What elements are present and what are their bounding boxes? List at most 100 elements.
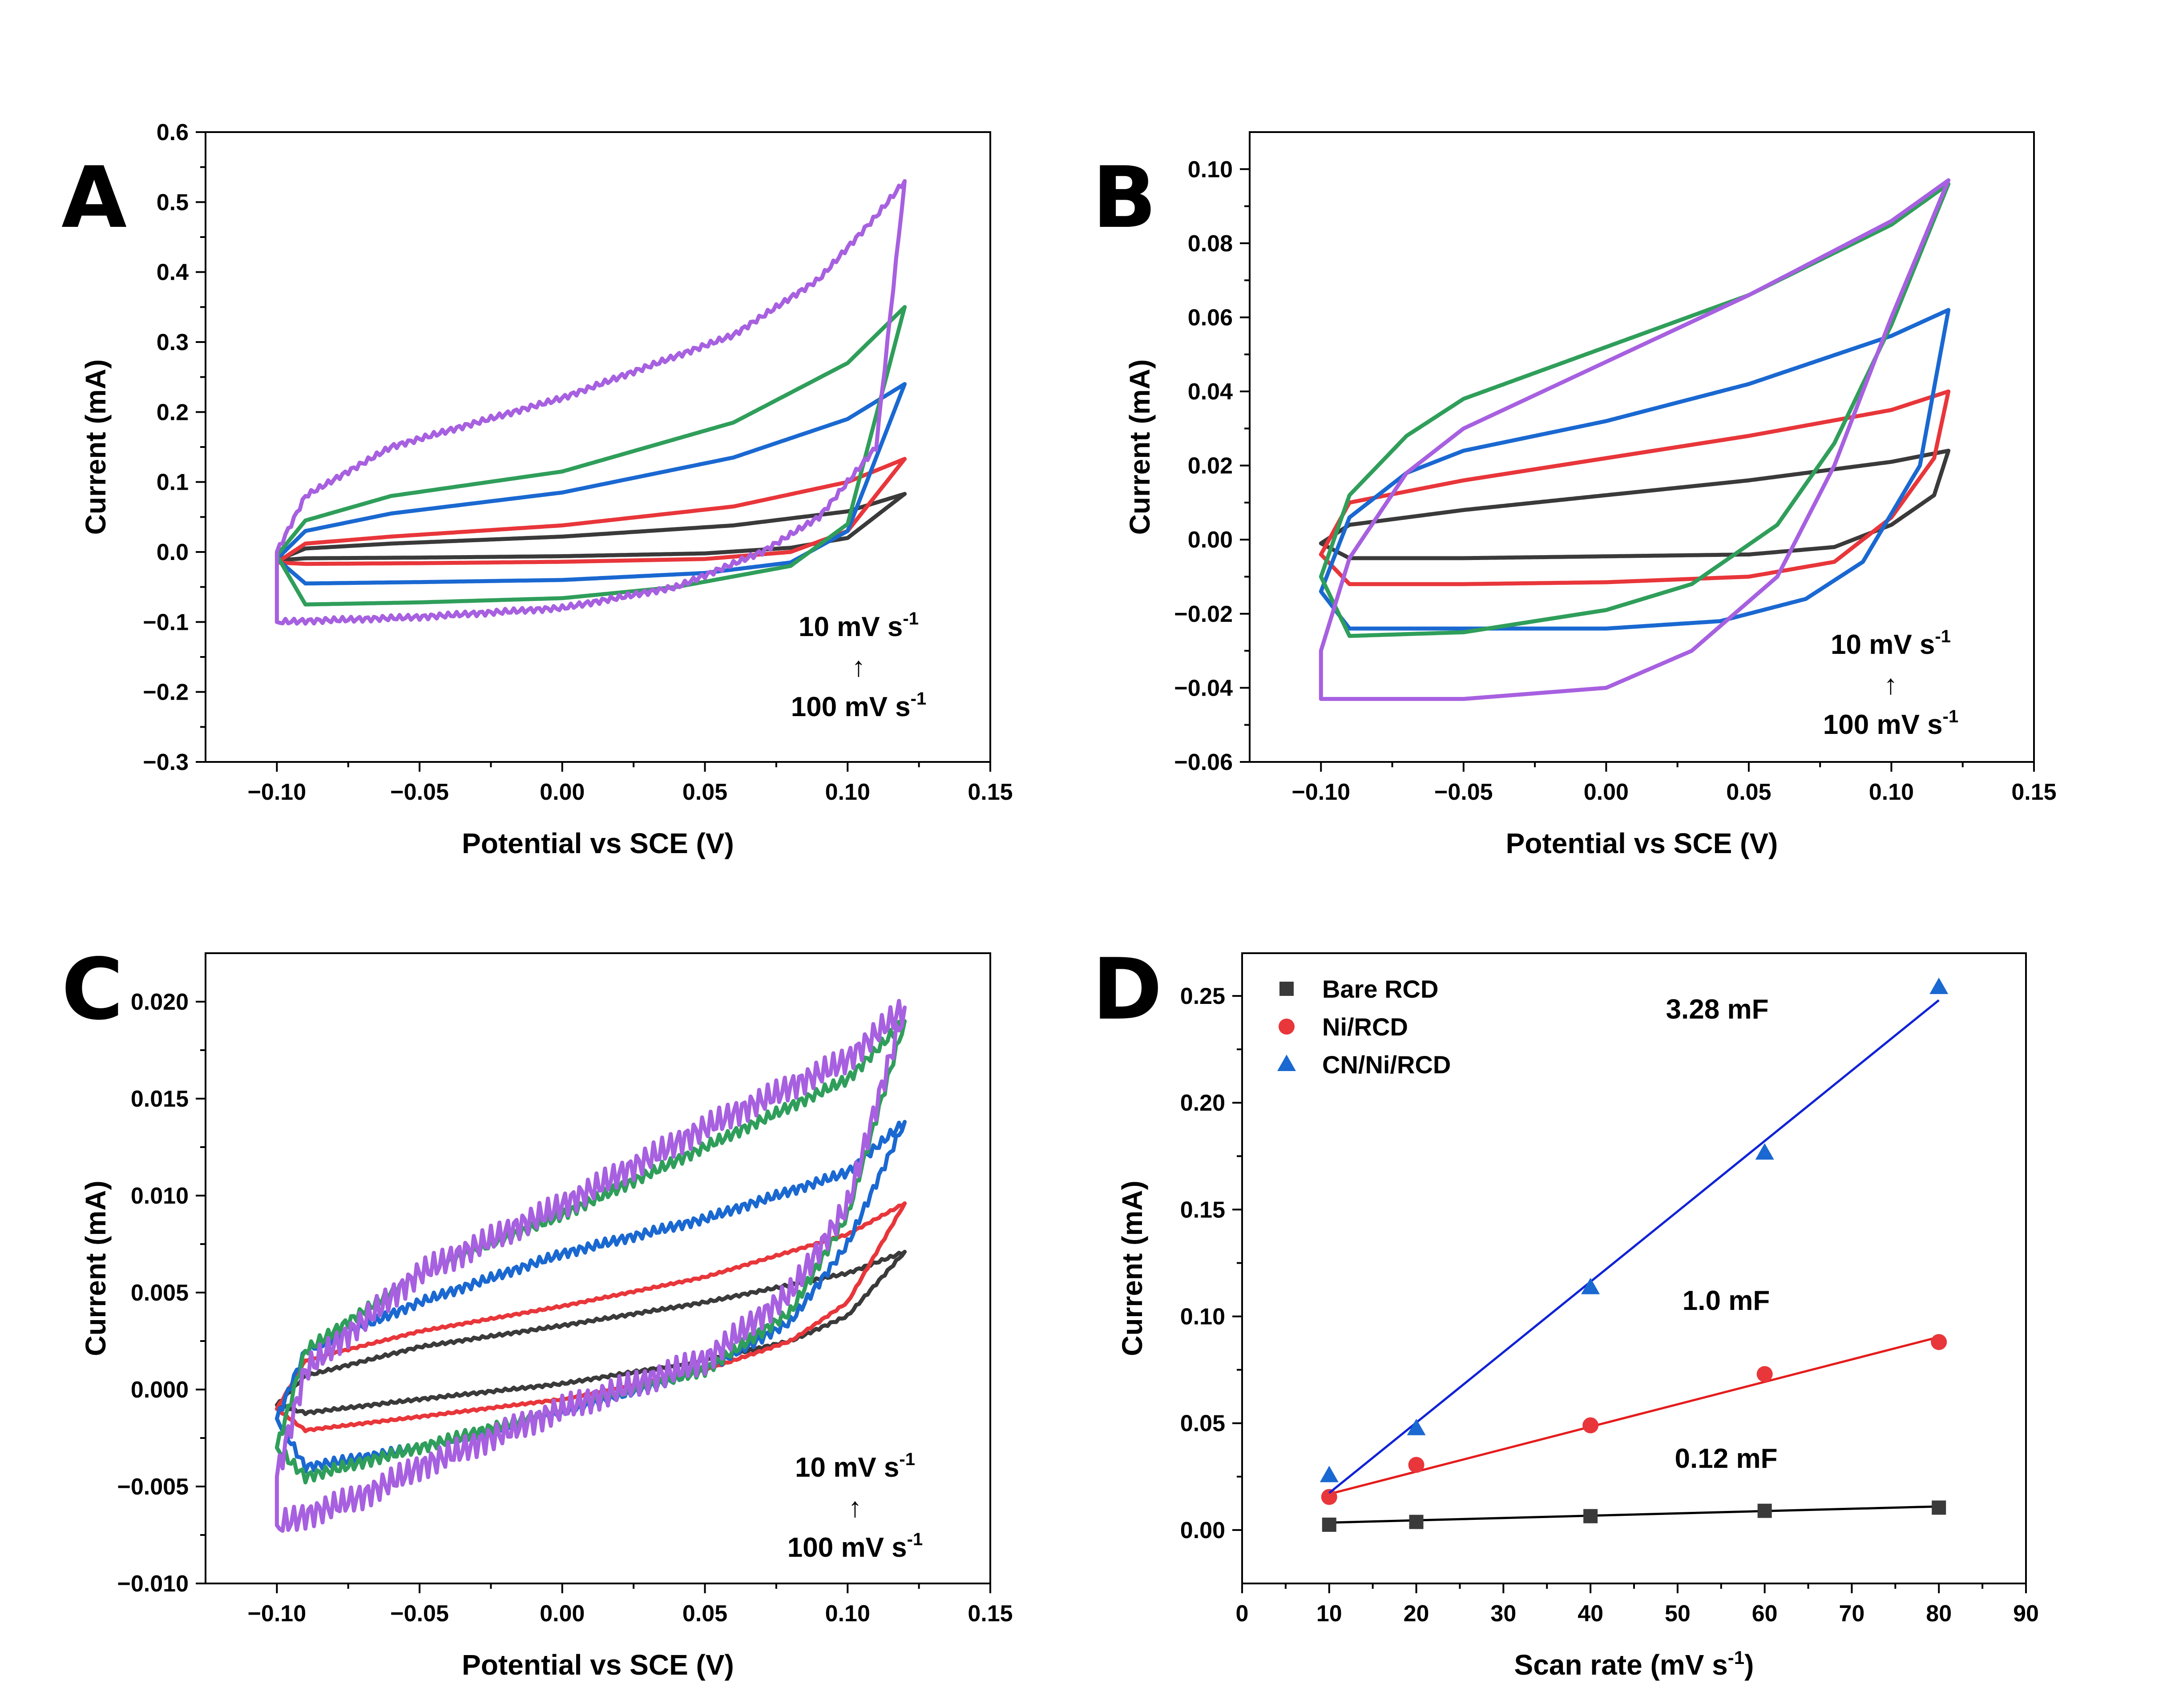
x-tick-label: 0.10 <box>825 779 870 805</box>
annot-bottom-sup: -1 <box>911 689 927 709</box>
y-tick-label: 0.04 <box>1188 379 1233 405</box>
y-tick-label: 0.10 <box>1180 1304 1225 1330</box>
annot-bottom-text: 100 mV s <box>791 692 911 722</box>
cv-curve-10-mv-s-1 <box>274 1249 907 1416</box>
fit-label-0: 0.12 mF <box>1675 1443 1778 1474</box>
x-tick-label: 0.15 <box>968 779 1013 805</box>
y-tick-label: 0.15 <box>1180 1197 1225 1223</box>
y-tick-label: −0.1 <box>143 609 189 635</box>
x-tick-label: 60 <box>1752 1601 1778 1627</box>
data-point-bare-rcd <box>1932 1500 1946 1515</box>
x-tick-label: 0 <box>1236 1601 1249 1627</box>
y-tick-label: 0.25 <box>1180 983 1225 1009</box>
x-tick-label: 0.05 <box>682 1601 727 1627</box>
annot-top-sup: -1 <box>899 1450 915 1469</box>
y-tick-label: −0.04 <box>1174 675 1233 701</box>
y-tick-label: −0.010 <box>117 1571 189 1597</box>
x-tick-label: −0.05 <box>390 1601 449 1627</box>
y-tick-label: 0.02 <box>1188 453 1233 479</box>
x-tick-label: 90 <box>2013 1601 2039 1627</box>
x-tick-label: 20 <box>1404 1601 1429 1627</box>
cv-curve-100-mv-s-1 <box>1319 178 1951 701</box>
cv-curve-40-mv-s-1 <box>274 382 907 586</box>
data-point-cn-ni-rcd <box>1929 977 1949 994</box>
scan-rate-annotation-bottom: 100 mV s-1 <box>1823 707 1958 740</box>
y-tick-label: 0.0 <box>157 540 189 565</box>
fit-line-2 <box>1328 999 1940 1494</box>
panel-d: D 0 10 20 30 40 50 60 70 80 90 0.00 0.05 0.10 0.15 0.20… <box>1092 940 2039 1681</box>
cv-curve-60-mv-s-1 <box>274 305 907 607</box>
x-tick-label: 70 <box>1839 1601 1865 1627</box>
annot-top-sup: -1 <box>903 609 919 628</box>
y-tick-label: 0.1 <box>157 470 189 495</box>
y-tick-label: 0.10 <box>1188 157 1233 182</box>
x-tick-label: −0.10 <box>1291 779 1350 805</box>
x-tick-label: 40 <box>1578 1601 1603 1627</box>
fit-label-1: 1.0 mF <box>1683 1285 1770 1316</box>
cv-curve-100-mv-s-1 <box>274 999 907 1533</box>
scan-rate-arrow: ↑ <box>852 652 866 682</box>
plot-frame <box>205 952 991 1584</box>
panel-letter: A <box>61 149 127 247</box>
data-point-cn-ni-rcd <box>1755 1143 1774 1160</box>
legend-marker <box>1279 1019 1295 1035</box>
legend-label: CN/Ni/RCD <box>1322 1051 1451 1079</box>
annot-bottom-text: 100 mV s <box>787 1532 907 1563</box>
fit-line-1 <box>1329 1336 1939 1495</box>
x-tick-label: 0.00 <box>540 779 585 805</box>
scan-rate-annotation-bottom: 100 mV s-1 <box>787 1530 923 1563</box>
x-axis-title-end: ) <box>1744 1649 1754 1681</box>
y-tick-label: 0.015 <box>131 1086 189 1112</box>
panel-c: C −0.10 −0.05 0.00 0.05 0.10 0.15 −0.010 −0.005 0… <box>61 940 1013 1681</box>
x-tick-label: 0.10 <box>1869 779 1914 805</box>
legend-label: Bare RCD <box>1322 975 1438 1003</box>
cv-curve-10-mv-s-1 <box>274 491 907 563</box>
x-tick-label: 0.00 <box>540 1601 585 1627</box>
y-tick-label: −0.06 <box>1174 749 1233 775</box>
cv-curve-20-mv-s-1 <box>274 1201 907 1434</box>
x-tick-label: 0.00 <box>1584 779 1629 805</box>
x-tick-label: 0.15 <box>2011 779 2056 805</box>
cv-curve-20-mv-s-1 <box>274 457 907 566</box>
cv-curve-10-mv-s-1 <box>1319 448 1951 560</box>
y-tick-label: 0.00 <box>1180 1518 1225 1543</box>
cv-curve-100-mv-s-1 <box>274 179 907 626</box>
x-axis-title: Potential vs SCE (V) <box>462 827 734 859</box>
x-tick-label: −0.05 <box>390 779 449 805</box>
data-point-bare-rcd <box>1583 1509 1598 1523</box>
y-axis-title: Current (mA) <box>1124 359 1156 535</box>
data-point-cn-ni-rcd <box>1320 1466 1339 1482</box>
data-point-bare-rcd <box>1757 1503 1772 1518</box>
y-tick-label: 0.6 <box>157 120 189 145</box>
x-axis-title: Scan rate (mV s-1) <box>1514 1647 1754 1681</box>
y-tick-label: −0.02 <box>1174 601 1233 627</box>
y-axis-title: Current (mA) <box>80 1180 112 1356</box>
legend-label: Ni/RCD <box>1322 1013 1408 1041</box>
y-tick-label: 0.4 <box>157 260 189 286</box>
fit-label-2: 3.28 mF <box>1666 994 1769 1025</box>
scan-rate-annotation-top: 10 mV s-1 <box>799 609 919 642</box>
y-tick-label: 0.06 <box>1188 305 1233 330</box>
scan-rate-arrow: ↑ <box>1884 669 1898 700</box>
y-tick-label: 0.08 <box>1188 231 1233 257</box>
y-tick-label: 0.20 <box>1180 1090 1225 1116</box>
annot-top-text: 10 mV s <box>1831 629 1935 660</box>
x-axis-title-main: Scan rate (mV s <box>1514 1649 1728 1681</box>
annot-bottom-sup: -1 <box>1943 707 1959 726</box>
x-axis-title-sup: -1 <box>1728 1647 1744 1668</box>
x-tick-label: −0.10 <box>248 779 307 805</box>
y-tick-label: 0.5 <box>157 189 189 215</box>
x-tick-label: 0.15 <box>968 1601 1013 1627</box>
x-tick-label: 80 <box>1926 1601 1952 1627</box>
y-tick-label: 0.005 <box>131 1280 189 1306</box>
panel-a: A −0.10 −0.05 0.00 0.05 0.10 0.15 −0.3 −0.2 −0.1 0… <box>61 120 1013 859</box>
data-point-ni-rcd <box>1321 1489 1337 1505</box>
panel-letter: C <box>61 940 123 1039</box>
y-axis-title: Current (mA) <box>80 359 112 535</box>
x-axis-title: Potential vs SCE (V) <box>462 1649 734 1681</box>
data-point-ni-rcd <box>1756 1366 1773 1382</box>
y-tick-label: 0.00 <box>1188 527 1233 553</box>
scan-rate-annotation-top: 10 mV s-1 <box>795 1450 915 1483</box>
